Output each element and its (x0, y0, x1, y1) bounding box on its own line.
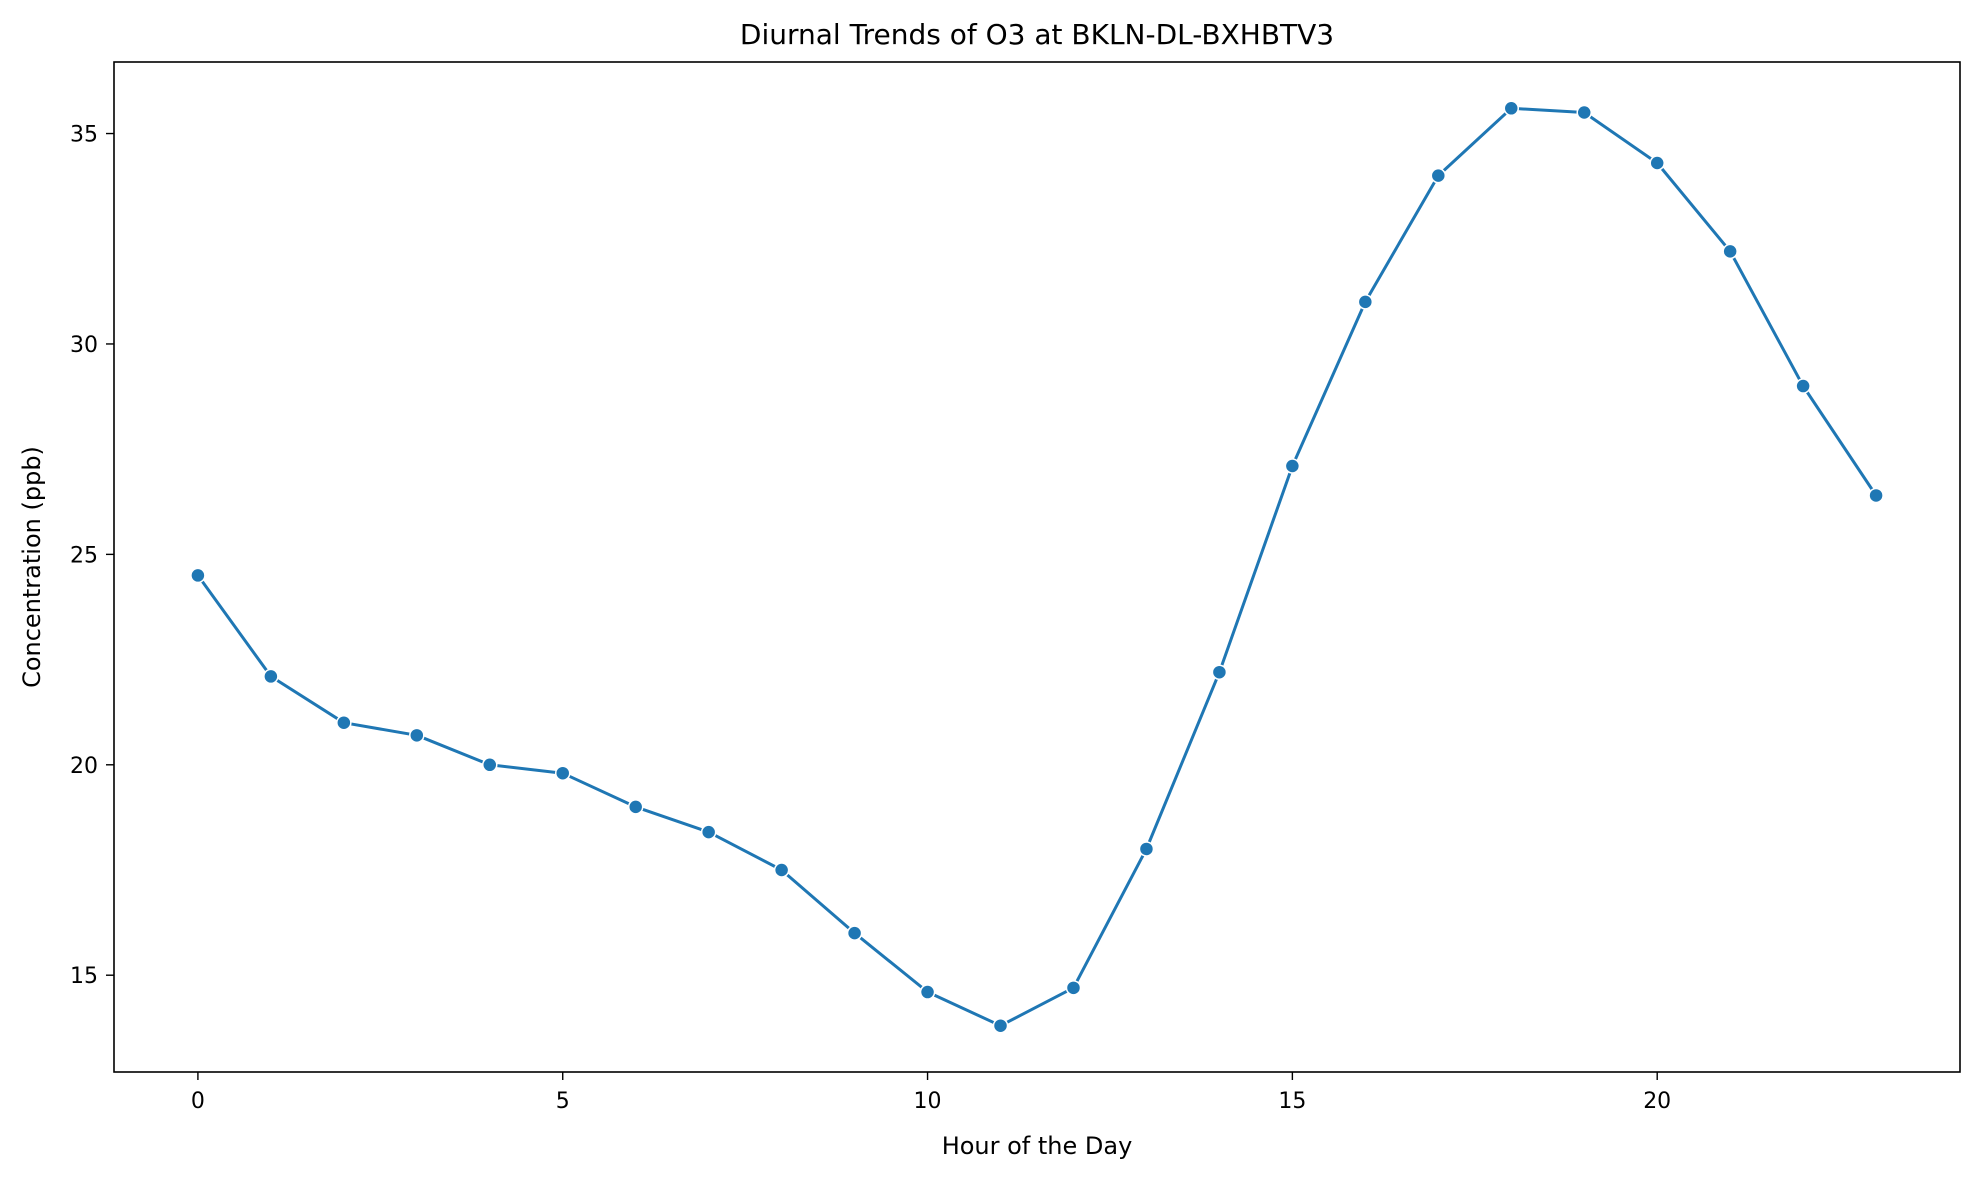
data-point (919, 984, 936, 1000)
data-point (1868, 487, 1884, 504)
data-point (1138, 841, 1155, 857)
x-axis-label: Hour of the Day (942, 1132, 1133, 1160)
x-tick-label: 10 (914, 1089, 942, 1114)
data-point (482, 757, 498, 773)
data-point (1576, 104, 1592, 121)
y-tick-label: 35 (70, 123, 98, 148)
data-point (263, 668, 279, 685)
x-tick-label: 0 (191, 1089, 205, 1114)
data-point (846, 925, 863, 941)
data-point (409, 727, 425, 744)
x-tick-label: 5 (556, 1089, 570, 1114)
data-point (1284, 458, 1301, 474)
y-tick-label: 20 (70, 754, 98, 779)
series-line (196, 106, 1878, 1028)
data-point (1065, 980, 1082, 996)
data-point (1430, 167, 1447, 184)
data-point (1357, 294, 1374, 310)
data-point (627, 799, 644, 815)
y-axis-ticks: 15 20 25 30 35 (70, 123, 114, 989)
y-tick-label: 30 (70, 333, 98, 358)
data-point (1722, 243, 1738, 260)
data-point (1649, 155, 1665, 171)
data-point (190, 567, 206, 584)
x-tick-label: 20 (1643, 1089, 1671, 1114)
data-point (336, 714, 352, 731)
data-point (1211, 664, 1228, 680)
y-tick-label: 25 (70, 543, 98, 568)
data-point (1503, 100, 1520, 117)
data-point (700, 824, 717, 840)
x-axis-ticks: 0 5 10 15 20 (191, 1072, 1671, 1114)
y-tick-label: 15 (70, 964, 98, 989)
plot-frame (113, 61, 1961, 1073)
y-axis-label: Concentration (ppb) (18, 446, 46, 688)
series-markers (190, 100, 1884, 1034)
chart-title: Diurnal Trends of O3 at BKLN-DL-BXHBTV3 (740, 18, 1334, 51)
data-point (554, 765, 571, 781)
data-point (773, 862, 790, 878)
data-point (992, 1017, 1009, 1034)
data-point (1795, 378, 1811, 394)
x-tick-label: 15 (1278, 1089, 1306, 1114)
